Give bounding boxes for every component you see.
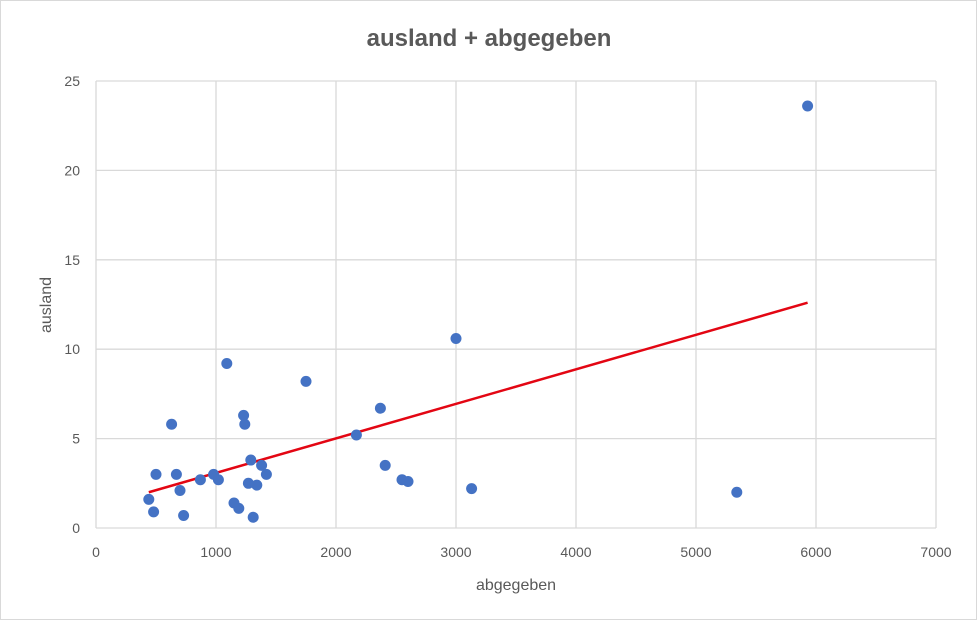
data-points [143, 100, 814, 523]
data-point [247, 511, 259, 523]
y-tick-label: 15 [64, 252, 80, 268]
x-tick-label: 7000 [920, 544, 951, 560]
data-point [242, 477, 254, 489]
data-point [802, 100, 814, 112]
data-point [148, 506, 160, 518]
data-point [238, 409, 250, 421]
y-tick-label: 0 [72, 520, 80, 536]
chart-title: ausland + abgegeben [367, 25, 612, 52]
data-point [731, 486, 743, 498]
x-tick-labels: 0 1000 2000 3000 4000 5000 6000 7000 [92, 544, 952, 560]
data-point [374, 402, 386, 414]
data-point [178, 509, 190, 521]
data-point [194, 474, 206, 486]
y-tick-label: 25 [64, 73, 80, 89]
x-tick-label: 2000 [320, 544, 351, 560]
x-axis-title: abgegeben [476, 577, 556, 594]
data-point [260, 468, 272, 480]
y-tick-label: 5 [72, 431, 80, 447]
data-point [150, 468, 162, 480]
trendline-group [148, 301, 808, 494]
data-point [466, 483, 478, 495]
data-point [212, 474, 224, 486]
data-point [239, 418, 251, 430]
data-point [174, 484, 186, 496]
x-tick-label: 4000 [560, 544, 591, 560]
data-point [379, 459, 391, 471]
y-axis-title: ausland [38, 277, 55, 333]
data-point [170, 468, 182, 480]
y-tick-label: 20 [64, 162, 80, 178]
y-tick-labels: 0 5 10 15 20 25 [64, 73, 80, 536]
trendline [148, 301, 808, 494]
data-point [221, 358, 233, 370]
gridlines [95, 80, 937, 529]
y-tick-label: 10 [64, 341, 80, 357]
data-point [450, 332, 462, 344]
data-point [402, 476, 414, 488]
x-tick-label: 0 [92, 544, 100, 560]
x-tick-label: 1000 [200, 544, 231, 560]
data-point [143, 493, 155, 505]
data-point [233, 502, 245, 514]
data-point [256, 459, 268, 471]
data-point [166, 418, 178, 430]
data-point [251, 479, 263, 491]
data-point [350, 429, 362, 441]
x-tick-label: 5000 [680, 544, 711, 560]
data-point [245, 454, 257, 466]
x-tick-label: 3000 [440, 544, 471, 560]
x-tick-label: 6000 [800, 544, 831, 560]
data-point [300, 375, 312, 387]
